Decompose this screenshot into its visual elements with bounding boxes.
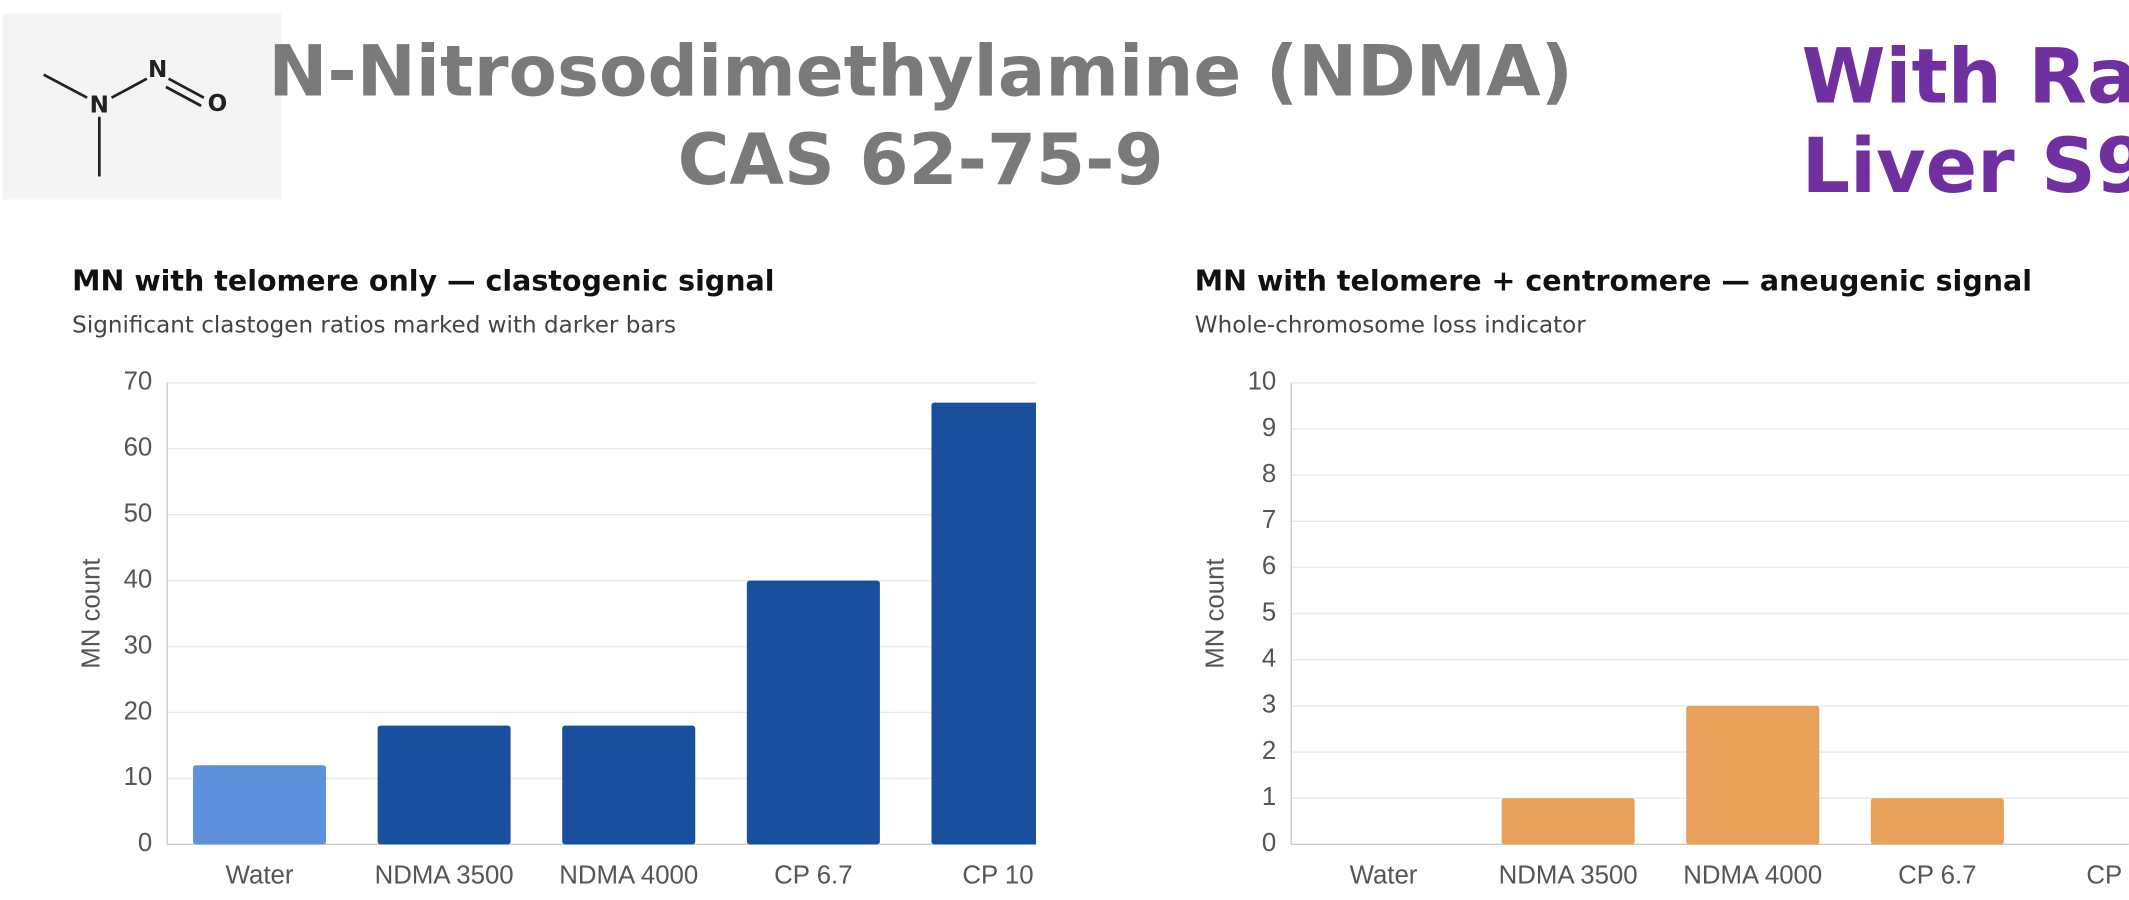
x-tick-label: Water [1350, 862, 1418, 890]
y-tick-label: 10 [124, 763, 153, 791]
svg-text:N: N [148, 57, 167, 83]
bar [1686, 705, 1820, 845]
chart-title: MN with telomere only — clastogenic sign… [72, 264, 774, 297]
y-tick-label: 6 [1262, 552, 1276, 580]
chart: MN with telomere + centromere — aneugeni… [1195, 264, 2129, 890]
x-tick-label: Water [226, 862, 294, 890]
y-tick-label: 1 [1262, 783, 1276, 811]
y-tick-label: 4 [1262, 645, 1276, 673]
y-tick-label: 70 [124, 368, 153, 396]
page-title: N-Nitrosodimethylamine (NDMA) [268, 30, 1573, 113]
x-tick-label: NDMA 3500 [375, 862, 514, 890]
y-tick-label: 0 [138, 829, 152, 857]
bar [931, 402, 1036, 845]
bar [746, 580, 880, 845]
x-tick-label: CP 10 [2086, 862, 2129, 890]
y-tick-label: 30 [124, 631, 153, 659]
chart-subtitle: Whole-chromosome loss indicator [1195, 312, 1586, 338]
page-subtitle: CAS 62-75-9 [678, 118, 1164, 201]
y-tick-label: 3 [1262, 691, 1276, 719]
y-tick-label: 50 [124, 499, 153, 527]
x-tick-label: CP 10 [962, 862, 1033, 890]
bar [1870, 798, 2004, 845]
y-tick-label: 10 [1248, 368, 1277, 396]
y-tick-label: 20 [124, 697, 153, 725]
chart: MN with telomere only — clastogenic sign… [72, 264, 1036, 890]
y-tick-label: 7 [1262, 506, 1276, 534]
bar [193, 765, 327, 845]
molecule-image: N N O [2, 13, 282, 200]
y-tick-label: 40 [124, 565, 153, 593]
plot: Water NDMA 3500 NDMA 4000 CP 6.7 CP 10 [1290, 382, 2129, 890]
x-tick-label: NDMA 3500 [1499, 862, 1638, 890]
y-axis-label: MN count [77, 558, 105, 668]
x-tick-label: CP 6.7 [1898, 862, 1976, 890]
svg-text:N: N [90, 92, 109, 118]
y-tick-label: 0 [1262, 829, 1276, 857]
y-tick-label: 9 [1262, 414, 1276, 442]
x-tick-label: NDMA 4000 [1683, 862, 1822, 890]
y-tick-label: 8 [1262, 460, 1276, 488]
chart-subtitle: Significant clastogen ratios marked with… [72, 312, 676, 338]
x-tick-label: CP 6.7 [774, 862, 852, 890]
bar [562, 725, 696, 845]
svg-text:O: O [208, 91, 228, 117]
plot: Water NDMA 3500 NDMA 4000 CP 6.7 CP 10 [166, 382, 1036, 890]
y-tick-label: 5 [1262, 598, 1276, 626]
bar [377, 725, 511, 845]
chart-title: MN with telomere + centromere — aneugeni… [1195, 264, 2032, 297]
y-tick-label: 60 [124, 434, 153, 462]
condition: Liver S9 [1802, 121, 2129, 210]
x-tick-label: NDMA 4000 [559, 862, 698, 890]
y-axis-label: MN count [1201, 558, 1229, 668]
bar [1501, 798, 1635, 845]
condition: With Rat [1802, 31, 2129, 120]
y-tick-label: 2 [1262, 737, 1276, 765]
